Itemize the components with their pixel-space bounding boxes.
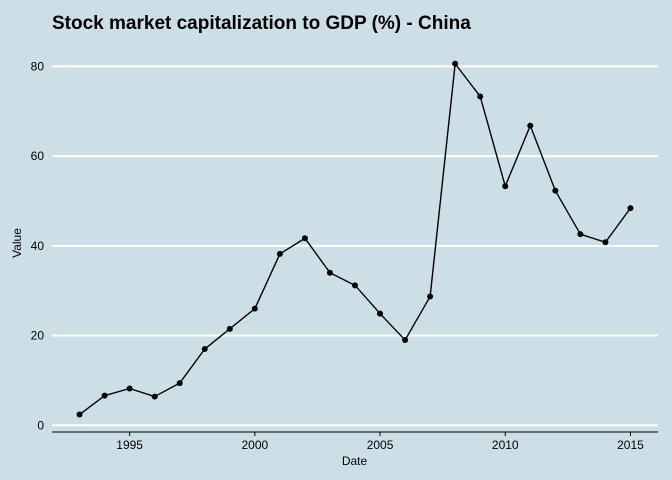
data-point — [76, 411, 83, 418]
data-point — [552, 187, 559, 194]
data-point — [226, 325, 233, 332]
x-axis — [52, 431, 658, 436]
x-tick-label: 1995 — [116, 438, 143, 452]
data-point — [301, 235, 308, 242]
data-point — [326, 269, 333, 276]
data-point — [377, 310, 384, 317]
y-tick-label: 0 — [37, 418, 44, 432]
data-point — [201, 346, 208, 353]
x-tick-label: 2005 — [367, 438, 394, 452]
y-axis-title: Value — [10, 228, 24, 258]
y-tick-label: 60 — [31, 149, 45, 163]
data-point — [527, 122, 534, 129]
data-point — [452, 60, 459, 67]
data-point — [126, 385, 133, 392]
data-point — [627, 205, 634, 212]
data-point — [276, 250, 283, 257]
data-point — [477, 93, 484, 100]
x-tick-label: 2010 — [492, 438, 519, 452]
data-point — [101, 392, 108, 399]
data-series — [76, 60, 634, 418]
x-tick-label: 2000 — [241, 438, 268, 452]
data-point — [602, 239, 609, 246]
chart-title: Stock market capitalization to GDP (%) -… — [52, 13, 471, 34]
data-point — [251, 305, 258, 312]
data-point — [577, 231, 584, 238]
data-point — [151, 393, 158, 400]
x-axis-title: Date — [342, 454, 368, 468]
y-tick-label: 20 — [31, 329, 45, 343]
data-point — [402, 337, 409, 344]
y-tick-label: 80 — [31, 59, 45, 73]
data-point — [352, 282, 358, 289]
tick-labels: 0 20 40 60 80 1995 2000 2005 2010 2015 — [31, 59, 644, 452]
y-tick-label: 40 — [31, 239, 45, 253]
data-point — [427, 293, 434, 300]
gridlines — [52, 65, 658, 427]
data-point — [176, 380, 183, 387]
data-point — [502, 183, 509, 190]
x-tick-label: 2015 — [617, 438, 644, 452]
